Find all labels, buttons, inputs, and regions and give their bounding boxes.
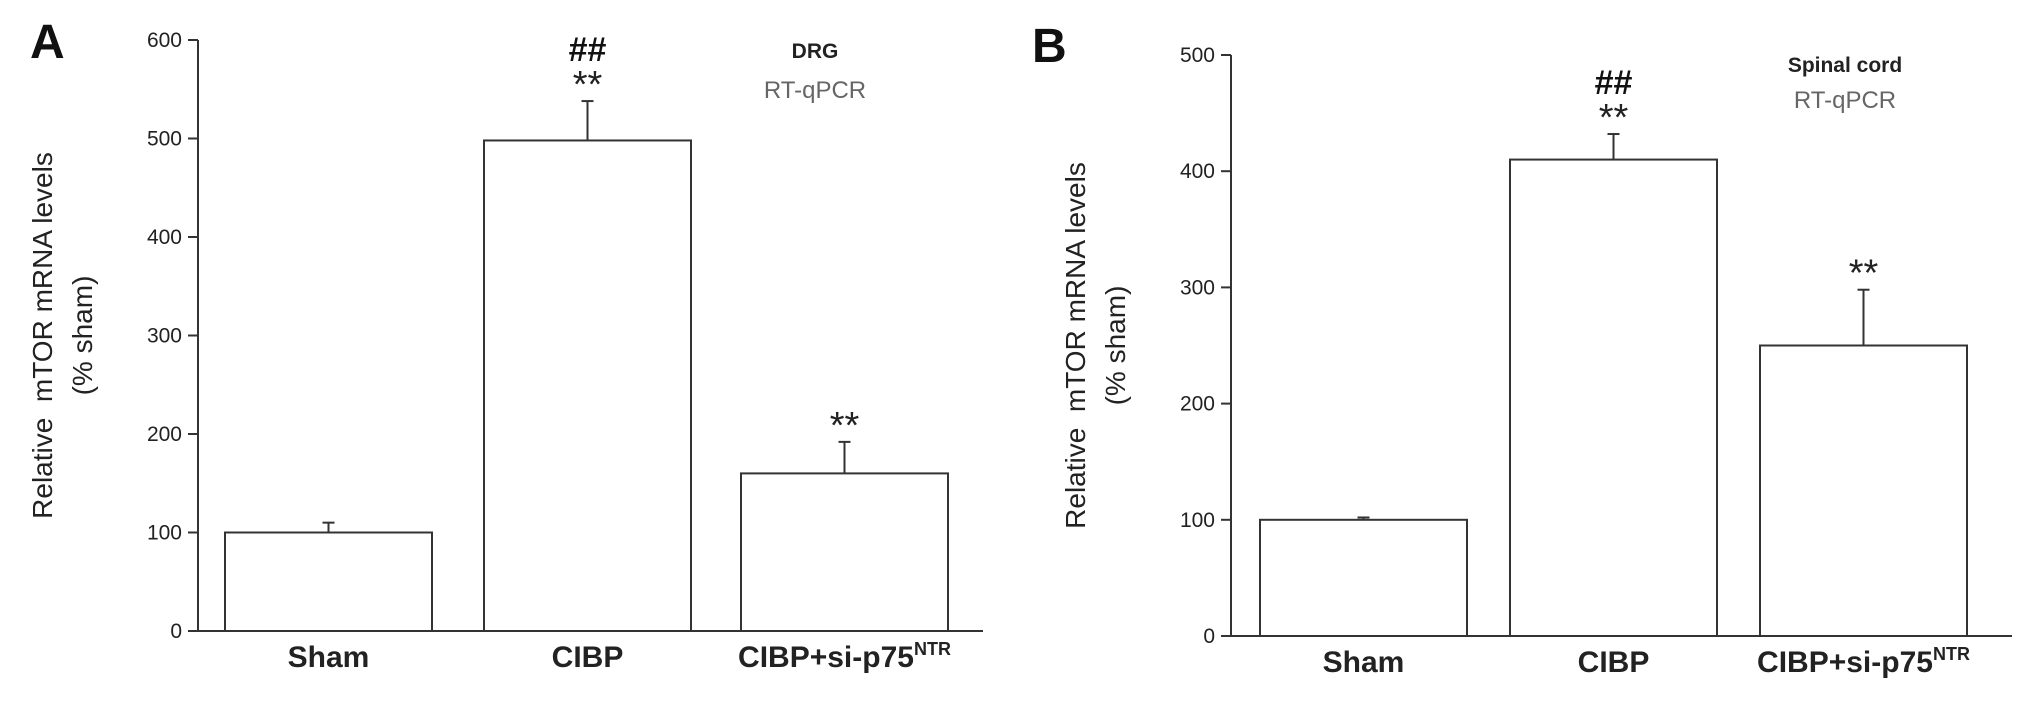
y-tick-label: 100 — [147, 522, 182, 545]
category-label-text: CIBP+si-p75 — [1757, 646, 1933, 679]
y-axis-label: Relative mTOR mRNA levels — [1060, 162, 1091, 529]
y-tick-label: 600 — [147, 29, 182, 52]
bar — [1509, 158, 1718, 638]
panel-b: B 0 100 200 300 400 500 Relative mTOR mRNA leve… — [1032, 20, 2012, 679]
significance-label: ** — [573, 64, 603, 106]
y-axis-label-unit: (% sham) — [67, 276, 98, 396]
y-axis-label-unit: (% sham) — [1100, 286, 1131, 406]
category-label-superscript: NTR — [914, 639, 951, 659]
category-label: CIBP+si-p75NTR — [738, 639, 951, 674]
bar — [1759, 344, 1968, 637]
y-tick-label: 300 — [147, 325, 182, 348]
category-label: Sham — [1323, 646, 1405, 679]
category-label: CIBP — [552, 641, 624, 674]
category-label-text: Sham — [288, 641, 370, 674]
hash-label: ## — [1595, 64, 1633, 102]
significance-label: ** — [1849, 253, 1879, 295]
panel-letter: A — [30, 16, 65, 69]
y-tick-label: 500 — [147, 128, 182, 151]
category-label: CIBP+si-p75NTR — [1757, 644, 1970, 679]
category-label-text: CIBP — [1578, 646, 1650, 679]
y-tick-label: 0 — [170, 620, 182, 643]
bar — [1259, 518, 1468, 637]
hash-label: ## — [569, 31, 607, 69]
method-annotation: RT-qPCR — [1794, 87, 1896, 114]
y-tick-label: 0 — [1203, 625, 1215, 648]
category-label: Sham — [288, 641, 370, 674]
significance-label: ** — [1599, 97, 1629, 139]
panel-letter: B — [1032, 20, 1067, 73]
tissue-annotation: Spinal cord — [1788, 54, 1902, 77]
significance-label: ** — [830, 405, 860, 447]
category-label-text: CIBP — [552, 641, 624, 674]
y-tick-label: 300 — [1180, 276, 1215, 299]
category-label-text: Sham — [1323, 646, 1405, 679]
y-axis-label: Relative mTOR mRNA levels — [27, 152, 58, 519]
bar — [224, 531, 433, 632]
y-tick-label: 400 — [147, 226, 182, 249]
y-tick-label: 100 — [1180, 509, 1215, 532]
category-label: CIBP — [1578, 646, 1650, 679]
category-label-superscript: NTR — [1933, 644, 1970, 664]
y-tick-label: 400 — [1180, 160, 1215, 183]
y-tick-label: 200 — [147, 423, 182, 446]
bar — [483, 139, 692, 632]
panel-a: A 0 100 200 300 400 500 600 Relative mTOR mRNA l… — [27, 16, 983, 674]
category-label-text: CIBP+si-p75 — [738, 641, 914, 674]
y-tick-label: 500 — [1180, 44, 1215, 67]
tissue-annotation: DRG — [792, 40, 839, 63]
method-annotation: RT-qPCR — [764, 77, 866, 104]
bar — [740, 472, 949, 632]
y-tick-label: 200 — [1180, 393, 1215, 416]
